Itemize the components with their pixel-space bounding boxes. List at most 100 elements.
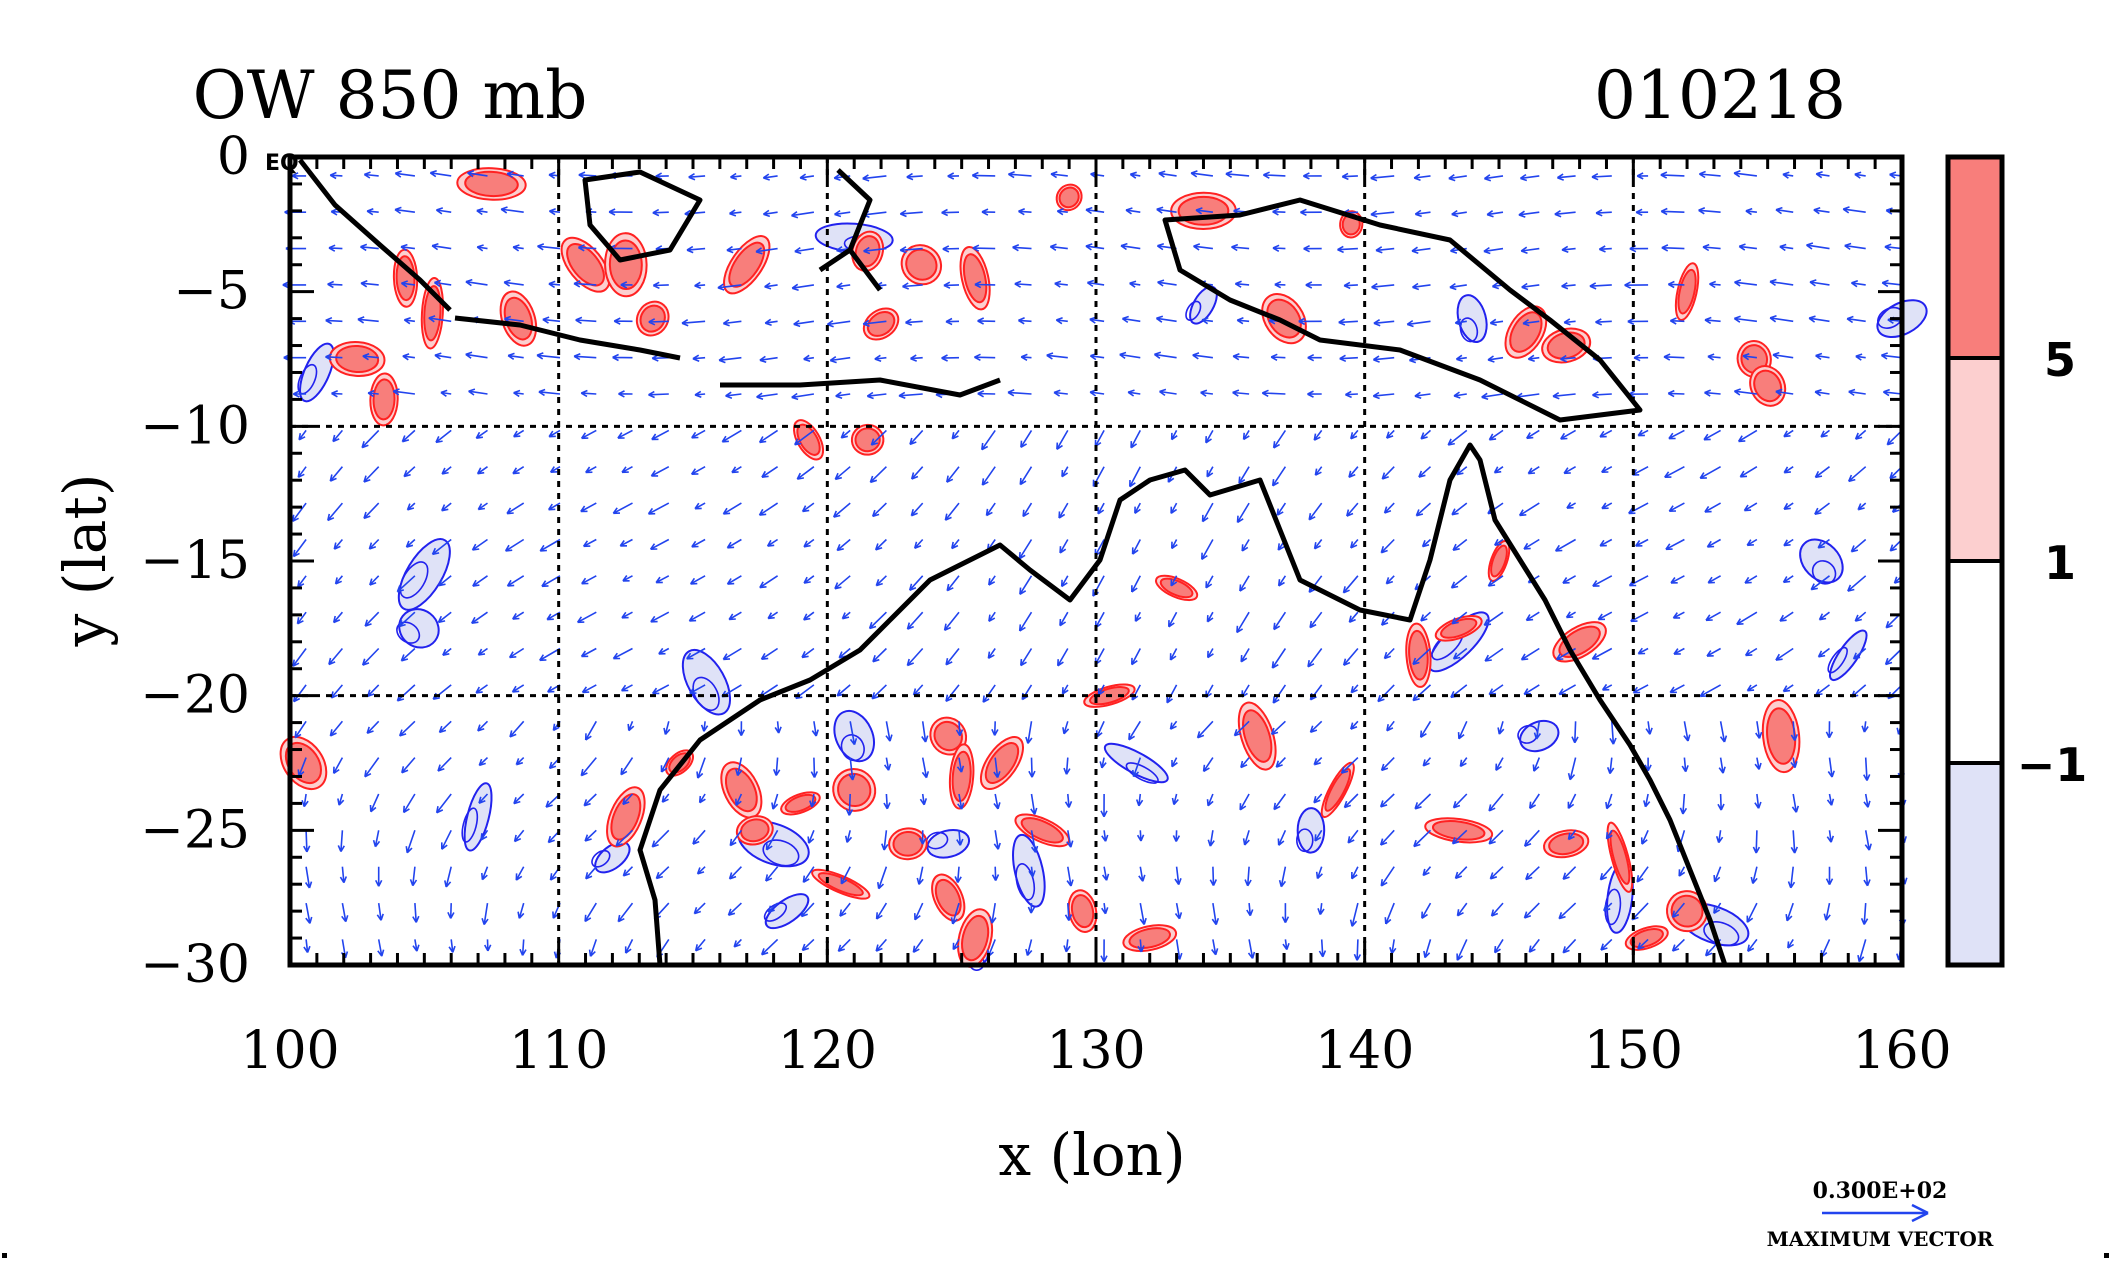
wind-vector: [437, 611, 452, 624]
wind-vector: [722, 319, 742, 327]
wind-vector: [1493, 466, 1504, 474]
wind-vector: [759, 575, 779, 589]
wind-vector: [991, 721, 999, 736]
wind-vector: [735, 793, 743, 807]
wind-vector: [580, 757, 597, 777]
wind-vector: [1560, 429, 1576, 440]
wind-vector: [688, 611, 706, 622]
wind-vector: [472, 575, 488, 587]
wind-vector: [906, 647, 924, 667]
wind-vector: [1454, 318, 1467, 326]
wind-vector: [1028, 757, 1036, 778]
wind-vector: [835, 391, 851, 399]
wind-vector: [403, 316, 416, 325]
wind-vector: [803, 575, 815, 584]
wind-vector: [655, 575, 670, 584]
positive-vorticity-contour: [817, 872, 864, 897]
y-tick-label: −15: [140, 531, 250, 591]
wind-vector: [1772, 351, 1794, 360]
wind-vector: [1056, 430, 1069, 450]
wind-vector: [361, 647, 380, 666]
wind-vector: [1338, 318, 1358, 326]
wind-vector: [584, 829, 597, 842]
wind-vector: [1454, 866, 1468, 880]
wind-vector: [1342, 575, 1359, 594]
wind-vector: [1742, 352, 1758, 361]
wind-vector: [1493, 538, 1504, 546]
wind-vector: [1846, 315, 1866, 324]
wind-vector: [1020, 353, 1032, 361]
wind-vector: [874, 538, 887, 551]
wind-vector: [764, 282, 778, 290]
wind-vector: [1377, 684, 1395, 703]
wind-vector: [304, 866, 313, 889]
wind-vector: [585, 465, 597, 474]
wind-vector: [1205, 575, 1214, 589]
wind-vector: [337, 793, 345, 806]
wind-vector: [618, 390, 633, 398]
wind-vector: [1562, 866, 1577, 880]
x-tick-label: 120: [778, 1021, 877, 1081]
wind-vector: [1030, 793, 1038, 815]
wind-vector: [1028, 866, 1036, 878]
wind-vector: [1864, 830, 1872, 851]
wind-vector: [292, 390, 307, 398]
wind-vector: [1592, 575, 1613, 587]
wind-vector: [977, 317, 996, 325]
wind-vector: [1554, 210, 1576, 218]
wind-vector: [943, 281, 960, 289]
wind-vector: [1775, 206, 1794, 215]
wind-vector: [1101, 830, 1109, 842]
wind-vector: [1241, 539, 1250, 552]
wind-vector: [791, 211, 815, 219]
wind-vector: [1131, 575, 1142, 593]
wind-vector: [1669, 684, 1685, 694]
wind-vector: [1343, 281, 1358, 290]
wind-vector: [1172, 830, 1181, 842]
wind-vector: [655, 866, 670, 880]
wind-vector: [1790, 830, 1799, 854]
wind-vector: [465, 278, 488, 287]
wind-vector: [1383, 647, 1395, 660]
wind-vector: [1489, 866, 1504, 880]
wind-vector: [1373, 319, 1395, 327]
wind-vector: [1707, 353, 1721, 361]
wind-vector: [761, 466, 779, 478]
wind-vector: [329, 466, 344, 482]
wind-vector: [793, 429, 815, 446]
wind-vector: [1348, 611, 1359, 623]
negative-vorticity-contour: [763, 902, 788, 922]
wind-vector: [1131, 539, 1142, 555]
wind-vector: [1271, 648, 1287, 669]
wind-vector: [1782, 575, 1794, 584]
wind-vector: [1274, 280, 1286, 289]
wind-vector: [1129, 280, 1141, 288]
wind-vector: [796, 466, 815, 480]
wind-vector: [511, 684, 525, 693]
wind-vector: [575, 316, 597, 325]
wind-vector: [910, 502, 924, 517]
wind-vector: [1169, 720, 1178, 730]
wind-vector: [588, 939, 598, 957]
wind-vector: [1305, 281, 1322, 289]
wind-vector: [1808, 315, 1830, 323]
wind-vector: [1558, 902, 1577, 920]
wind-vector: [476, 466, 488, 475]
wind-vector: [1337, 245, 1358, 254]
wind-vector: [1019, 575, 1033, 595]
wind-vector: [448, 939, 456, 953]
wind-vector: [291, 502, 307, 523]
wind-vector: [691, 429, 706, 439]
wind-vector: [1423, 939, 1432, 959]
reference-vector-value: 0.300E+02: [1813, 1178, 1948, 1204]
wind-vector: [1170, 575, 1178, 587]
wind-vector: [1745, 207, 1757, 216]
wind-vector: [1453, 391, 1467, 399]
wind-vector: [1271, 466, 1287, 487]
wind-vector: [801, 502, 815, 513]
wind-vector: [431, 538, 452, 556]
wind-vector: [578, 244, 597, 252]
wind-vector: [1309, 720, 1323, 733]
wind-vector: [1698, 170, 1721, 179]
wind-vector: [1134, 502, 1142, 514]
